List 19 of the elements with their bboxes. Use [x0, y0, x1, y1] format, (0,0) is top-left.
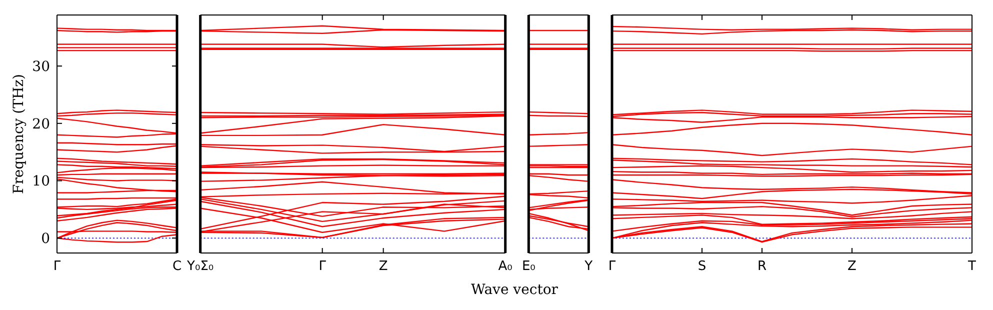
x-tick-label: Γ [53, 259, 62, 274]
y-tick-label: 0 [41, 230, 50, 247]
y-axis-title: Frequency (THz) [11, 74, 27, 194]
x-tick-label: Γ [318, 259, 327, 274]
x-tick-label: T [967, 259, 976, 274]
x-tick-label: C [172, 259, 182, 274]
x-tick-label: E₀ [522, 259, 536, 274]
y-tick-label: 20 [32, 116, 50, 132]
x-tick-label: R [757, 259, 767, 274]
x-tick-label: Z [848, 259, 857, 274]
x-tick-label: Y₀Σ₀ [186, 259, 214, 274]
x-tick-label: Γ [608, 259, 616, 274]
x-tick-label: Y [584, 259, 593, 274]
x-axis-title: Wave vector [471, 282, 558, 298]
y-tick-label: 10 [32, 174, 50, 190]
y-tick-label: 30 [32, 58, 50, 75]
x-tick-label: Z [378, 259, 388, 274]
x-tick-label: S [698, 259, 706, 274]
x-tick-label: A₀ [498, 259, 512, 274]
